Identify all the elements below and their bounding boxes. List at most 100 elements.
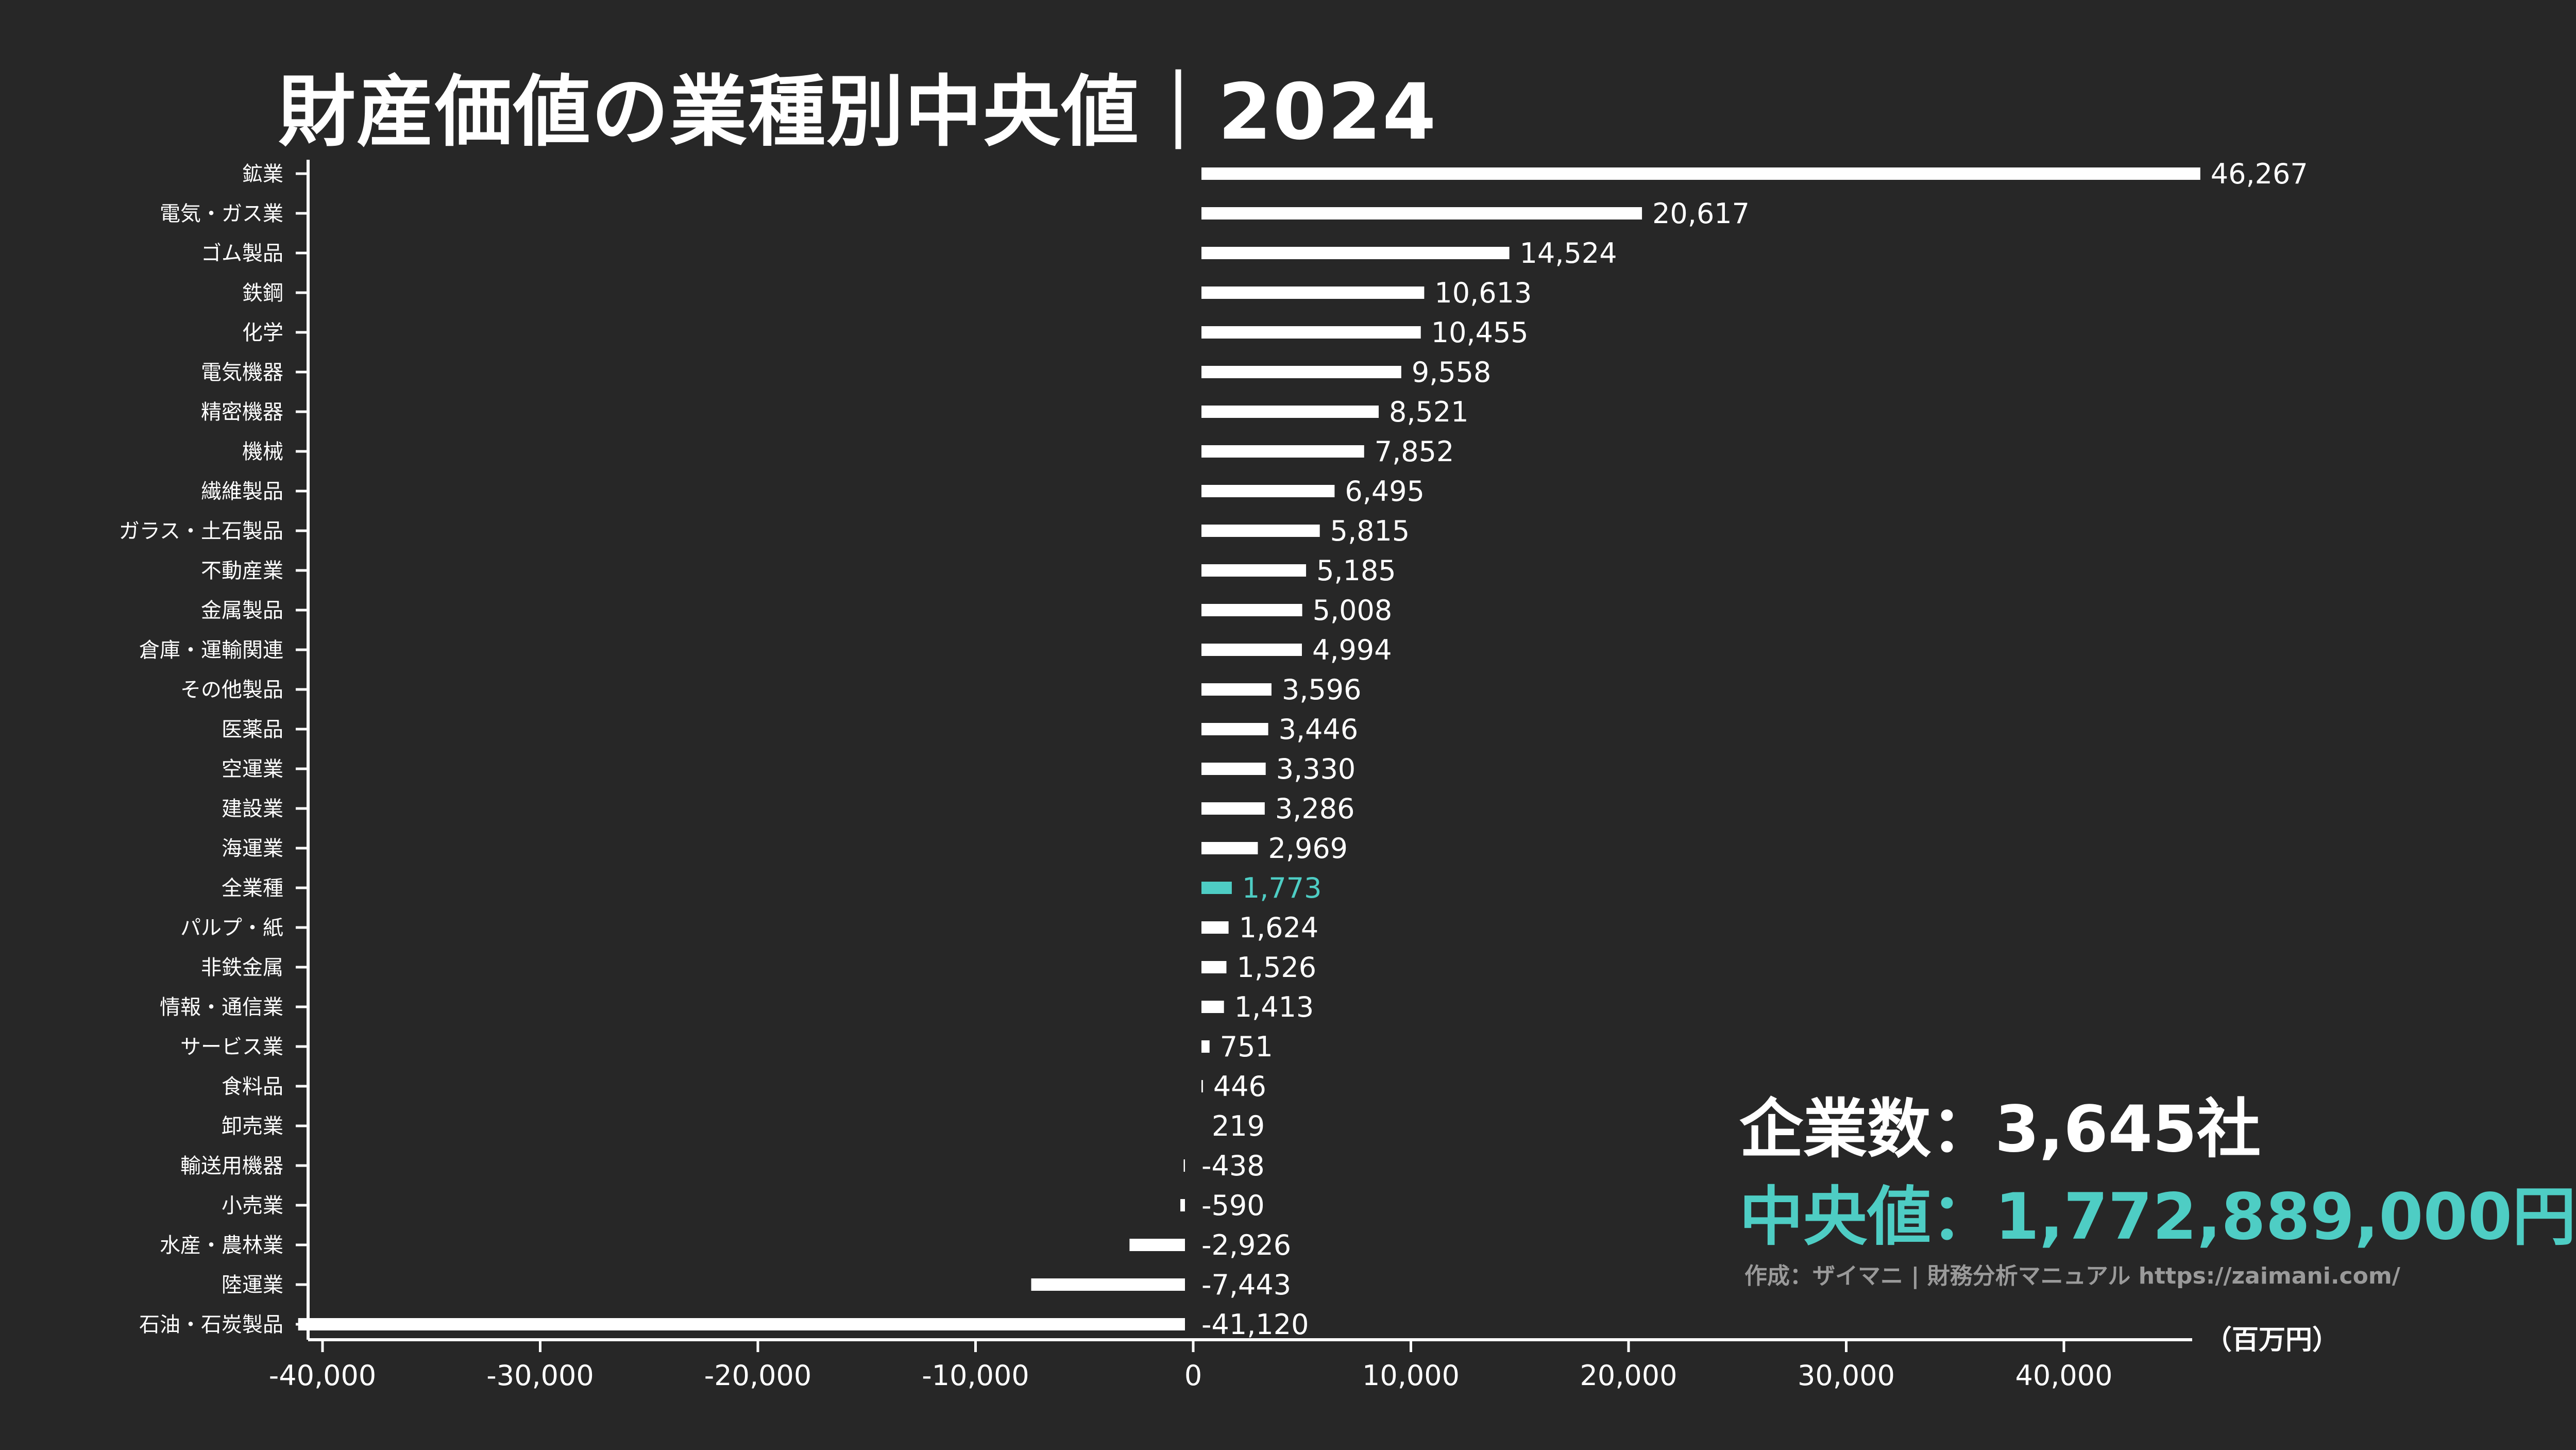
- value-label: 5,185: [1316, 554, 1396, 587]
- category-label: 非鉄金属: [201, 956, 283, 980]
- value-label: 3,330: [1276, 753, 1356, 785]
- category-label: 機械: [242, 440, 283, 464]
- bar-電気機器: [1201, 366, 1401, 378]
- value-label: 20,617: [1652, 197, 1750, 230]
- category-label: 全業種: [222, 876, 283, 900]
- category-label: 鉄鋼: [242, 281, 283, 305]
- credit-text: 作成：ザイマニ | 財務分析マニュアル https://zaimani.com/: [1744, 1263, 2400, 1289]
- category-label: 電気機器: [201, 361, 283, 384]
- bar-鉄鋼: [1201, 286, 1425, 299]
- x-tick-label: -40,000: [269, 1359, 376, 1392]
- category-label: 水産・農林業: [160, 1234, 283, 1257]
- bar-ゴム製品: [1201, 247, 1510, 259]
- category-label: ゴム製品: [201, 242, 283, 265]
- company-count-text: 企業数：3,645社: [1739, 1092, 2261, 1167]
- x-tick-label: 20,000: [1580, 1359, 1677, 1392]
- category-label: 金属製品: [201, 599, 283, 622]
- category-label: 小売業: [222, 1194, 283, 1218]
- x-tick-label: -10,000: [922, 1359, 1029, 1392]
- value-label: 10,455: [1431, 316, 1529, 349]
- category-label: 建設業: [222, 797, 283, 821]
- bar-全業種: [1201, 882, 1232, 894]
- bar-非鉄金属: [1201, 961, 1227, 973]
- category-label: 医薬品: [222, 718, 283, 741]
- x-tick-label: -30,000: [486, 1359, 594, 1392]
- value-label: 46,267: [2211, 158, 2308, 190]
- value-label: 1,773: [1242, 872, 1322, 904]
- value-label: 7,852: [1375, 435, 1454, 468]
- category-label: 鉱業: [242, 162, 283, 186]
- value-label: 8,521: [1389, 396, 1469, 428]
- value-label: 1,413: [1234, 991, 1314, 1023]
- category-label: ガラス・土石製品: [119, 519, 283, 543]
- value-label: -2,926: [1201, 1229, 1291, 1261]
- category-label: 化学: [242, 321, 283, 345]
- bar-電気・ガス業: [1201, 207, 1642, 220]
- bar-機械: [1201, 445, 1364, 458]
- category-label: 食料品: [222, 1075, 283, 1099]
- value-label: 1,624: [1239, 912, 1319, 944]
- bar-医薬品: [1201, 723, 1268, 735]
- bar-ガラス・土石製品: [1201, 525, 1320, 537]
- unit-label: （百万円）: [2205, 1325, 2340, 1356]
- category-label: サービス業: [180, 1035, 283, 1059]
- value-label: 5,008: [1313, 594, 1393, 627]
- category-label: パルプ・紙: [180, 916, 283, 940]
- median-value-text: 中央値：1,772,889,000円: [1739, 1180, 2576, 1254]
- bar-倉庫・運輸関連: [1201, 644, 1302, 656]
- bar-パルプ・紙: [1201, 921, 1229, 934]
- value-label: -7,443: [1201, 1269, 1291, 1301]
- value-label: 6,495: [1345, 475, 1425, 508]
- chart-title: 財産価値の業種別中央値｜2024: [278, 68, 1437, 157]
- bar-金属製品: [1201, 604, 1302, 616]
- x-axis-ticks: -40,000 -30,000 -20,000 -10,000 0 10,000 20,00…: [269, 1340, 2113, 1392]
- category-label: その他製品: [180, 678, 283, 702]
- category-label: 精密機器: [201, 400, 283, 424]
- category-label: 不動産業: [201, 559, 283, 583]
- bar-輸送用機器: [1183, 1159, 1185, 1172]
- category-label: 輸送用機器: [180, 1154, 283, 1178]
- value-label: 3,286: [1275, 793, 1355, 825]
- bar-海運業: [1201, 842, 1258, 854]
- category-label: 石油・石炭製品: [139, 1313, 283, 1337]
- bar-食料品: [1201, 1080, 1203, 1092]
- x-tick-label: -20,000: [704, 1359, 811, 1392]
- category-label: 繊維製品: [201, 480, 283, 503]
- value-label: -438: [1201, 1150, 1265, 1182]
- value-label: 3,446: [1279, 713, 1359, 746]
- category-label: 空運業: [222, 757, 283, 781]
- value-label: 5,815: [1330, 515, 1410, 547]
- value-label: 9,558: [1412, 356, 1492, 389]
- bar-石油・石炭製品: [298, 1318, 1185, 1330]
- value-label: 3,596: [1282, 673, 1362, 706]
- value-label: 10,613: [1434, 277, 1532, 309]
- value-label: 2,969: [1268, 832, 1348, 865]
- value-label: 219: [1212, 1110, 1265, 1142]
- bar-情報・通信業: [1201, 1001, 1224, 1013]
- value-label: 4,994: [1312, 634, 1392, 666]
- category-label: 倉庫・運輸関連: [139, 638, 283, 662]
- x-tick-label: 10,000: [1362, 1359, 1460, 1392]
- bar-空運業: [1201, 763, 1266, 775]
- x-tick-label: 0: [1184, 1359, 1202, 1392]
- chart-axes: [296, 160, 2192, 1341]
- bar-精密機器: [1201, 406, 1379, 418]
- category-label: 電気・ガス業: [160, 202, 283, 226]
- bar-小売業: [1180, 1199, 1185, 1211]
- bar-水産・農林業: [1129, 1239, 1185, 1251]
- category-label: 海運業: [222, 837, 283, 861]
- value-label: 446: [1213, 1070, 1266, 1103]
- value-label: 14,524: [1520, 237, 1617, 269]
- bar-建設業: [1201, 802, 1265, 815]
- bar-サービス業: [1201, 1040, 1210, 1053]
- bar-その他製品: [1201, 683, 1272, 696]
- x-tick-label: 40,000: [2015, 1359, 2113, 1392]
- bar-鉱業: [1201, 167, 2200, 180]
- category-label: 卸売業: [222, 1115, 283, 1138]
- category-label: 情報・通信業: [160, 996, 283, 1019]
- bar-繊維製品: [1201, 485, 1335, 497]
- chart-bars: [298, 167, 2200, 1330]
- bar-不動産業: [1201, 564, 1307, 577]
- bar-化学: [1201, 326, 1421, 339]
